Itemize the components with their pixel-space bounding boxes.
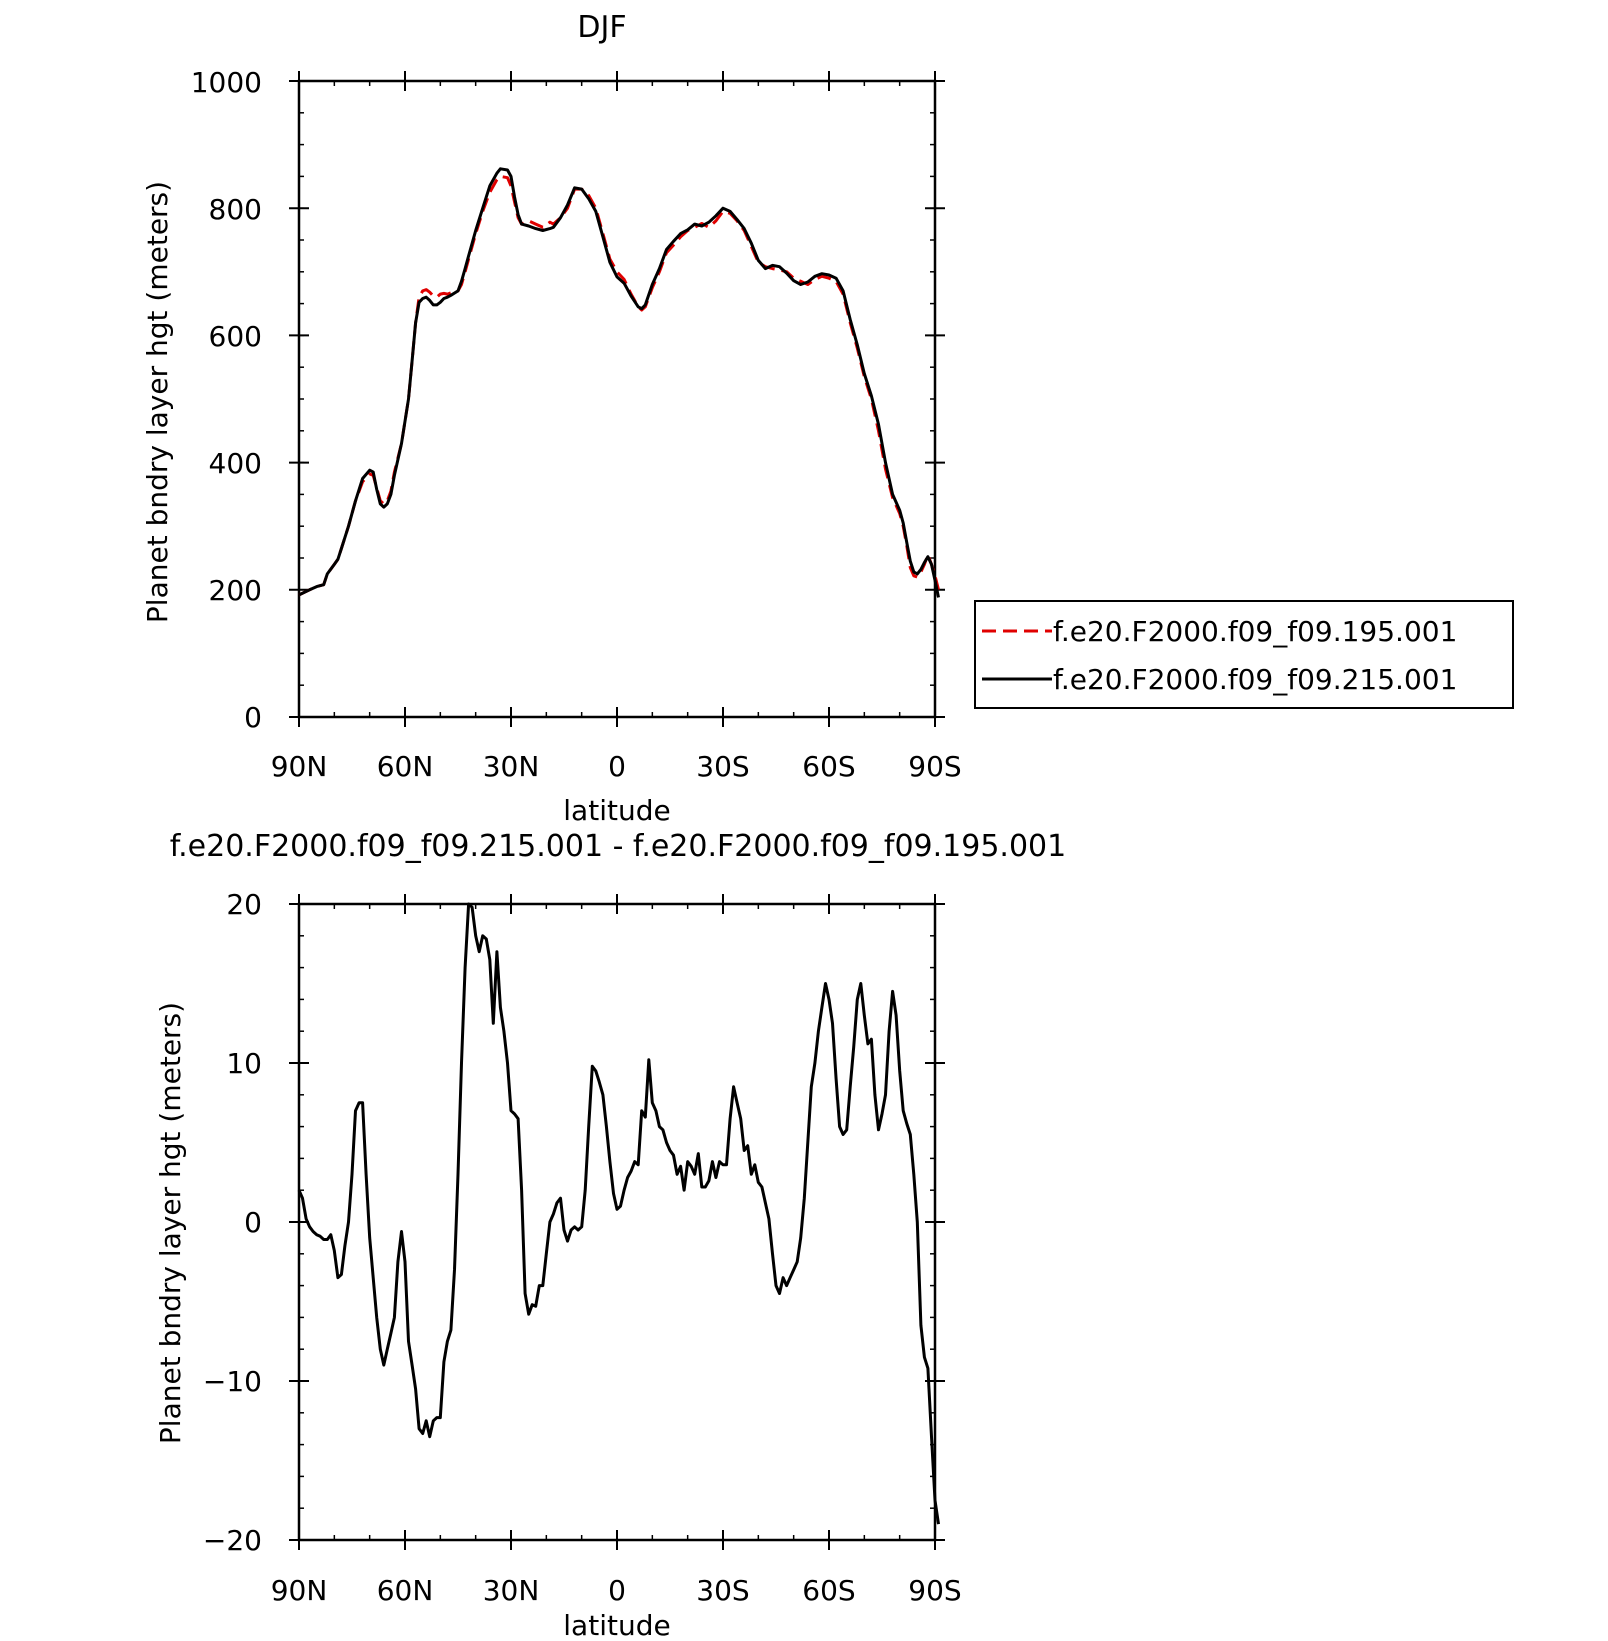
y-tick-labels-bottom: −20 −10 0 10 20 <box>203 888 262 1557</box>
x-tick-label: 30N <box>483 750 540 783</box>
x-axis-label-bottom: latitude <box>563 1609 670 1641</box>
legend-label-series-2: f.e20.F2000.f09_f09.215.001 <box>1053 663 1457 696</box>
x-tick-labels-top: 90N 60N 30N 0 30S 60S 90S <box>271 750 962 783</box>
series-line-bottom-1 <box>297 902 940 1525</box>
legend: f.e20.F2000.f09_f09.195.001 f.e20.F2000.… <box>974 600 1514 709</box>
x-tick-label: 60S <box>802 1574 855 1607</box>
x-tick-label: 90S <box>908 1574 961 1607</box>
series-line-top-2 <box>298 167 940 598</box>
x-tick-label: 90N <box>271 1574 328 1607</box>
chart-title-top: DJF <box>577 10 626 45</box>
x-tick-label: 0 <box>608 750 626 783</box>
plot-frame-bottom <box>297 902 937 1542</box>
x-tick-label: 0 <box>608 1574 626 1607</box>
y-tick-label: −10 <box>203 1365 262 1398</box>
plot-frame-top <box>297 79 937 719</box>
y-axis-label-top: Planet bndry layer hgt (meters) <box>141 181 174 623</box>
x-tick-label: 90S <box>908 750 961 783</box>
series-lines-bottom <box>297 902 940 1525</box>
x-tick-label: 90N <box>271 750 328 783</box>
chart-title-bottom: f.e20.F2000.f09_f09.215.001 - f.e20.F200… <box>170 829 1066 864</box>
x-tick-label: 30S <box>696 1574 749 1607</box>
series-lines-top <box>298 167 940 598</box>
y-tick-label: −20 <box>203 1524 262 1557</box>
chart-top: DJF 0 200 400 600 800 1000 90N 60N 30N 0… <box>141 10 1514 827</box>
x-tick-label: 30S <box>696 750 749 783</box>
y-tick-label: 200 <box>209 574 262 607</box>
y-tick-label: 0 <box>244 701 262 734</box>
y-tick-label: 20 <box>226 888 262 921</box>
axes-ticks-bottom <box>289 894 945 1550</box>
x-tick-label: 60S <box>802 750 855 783</box>
legend-box <box>974 600 1514 709</box>
y-tick-label: 800 <box>209 193 262 226</box>
y-tick-label: 1000 <box>191 66 262 99</box>
series-line-top-1 <box>298 174 940 597</box>
legend-label-series-1: f.e20.F2000.f09_f09.195.001 <box>1053 615 1457 648</box>
chart-bottom: f.e20.F2000.f09_f09.215.001 - f.e20.F200… <box>154 829 1066 1641</box>
y-axis-label-bottom: Planet bndry layer hgt (meters) <box>154 1002 187 1444</box>
y-tick-label: 600 <box>209 320 262 353</box>
x-tick-label: 60N <box>377 1574 434 1607</box>
y-tick-label: 0 <box>244 1206 262 1239</box>
axes-ticks-top <box>289 71 945 727</box>
y-tick-label: 400 <box>209 447 262 480</box>
x-tick-labels-bottom: 90N 60N 30N 0 30S 60S 90S <box>271 1574 962 1607</box>
x-axis-label-top: latitude <box>563 794 670 827</box>
y-tick-labels-top: 0 200 400 600 800 1000 <box>191 66 262 734</box>
x-tick-label: 60N <box>377 750 434 783</box>
y-tick-label: 10 <box>226 1047 262 1080</box>
x-tick-label: 30N <box>483 1574 540 1607</box>
